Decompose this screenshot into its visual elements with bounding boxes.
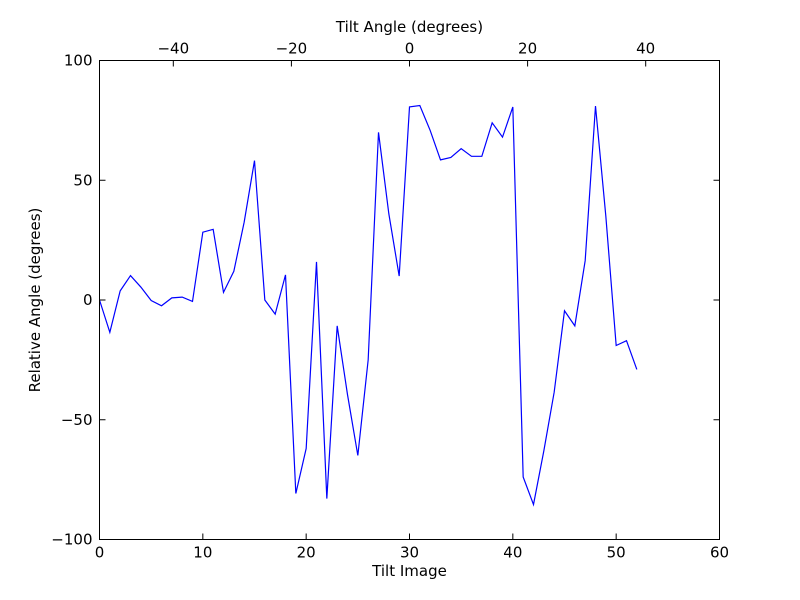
x-tick-label: 30 bbox=[400, 544, 419, 562]
x-tick-label: 60 bbox=[710, 544, 729, 562]
y-tick-label: −50 bbox=[61, 411, 93, 429]
x-tick-label: 20 bbox=[297, 544, 316, 562]
series-line bbox=[98, 104, 638, 507]
y-tick-label: −100 bbox=[51, 531, 92, 549]
top-x-tick-label: −40 bbox=[157, 40, 189, 58]
tick-layer: 0 10 20 30 40 50 60 −40 −20 0 20 40 −100 −50 0 50 100 bbox=[51, 40, 729, 562]
series-layer bbox=[98, 104, 638, 507]
top-x-tick-label: 40 bbox=[636, 40, 655, 58]
x-tick-label: 40 bbox=[503, 544, 522, 562]
label-layer: Tilt Image Tilt Angle (degrees) Relative… bbox=[26, 18, 483, 580]
plot-frame bbox=[99, 60, 720, 540]
top-axis-label: Tilt Angle (degrees) bbox=[335, 18, 483, 36]
top-x-tick-label: 0 bbox=[405, 40, 415, 58]
x-tick-label: 10 bbox=[193, 544, 212, 562]
y-tick-label: 0 bbox=[83, 291, 93, 309]
x-tick-label: 0 bbox=[95, 544, 105, 562]
y-axis-label: Relative Angle (degrees) bbox=[26, 208, 44, 393]
y-tick-label: 50 bbox=[73, 171, 92, 189]
x-axis-label: Tilt Image bbox=[371, 562, 447, 580]
top-x-tick-label: −20 bbox=[276, 40, 308, 58]
x-tick-label: 50 bbox=[607, 544, 626, 562]
y-tick-label: 100 bbox=[64, 52, 93, 70]
top-x-tick-label: 20 bbox=[518, 40, 537, 58]
